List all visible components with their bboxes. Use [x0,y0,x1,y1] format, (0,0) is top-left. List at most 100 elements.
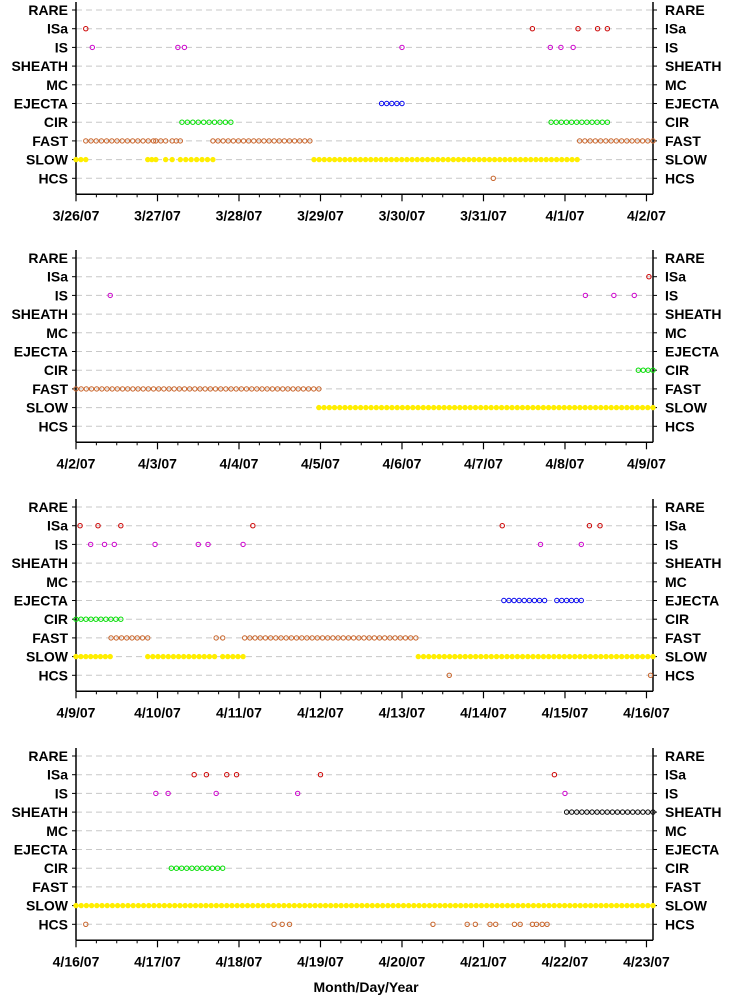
data-point-fast [73,386,79,392]
data-point-fast [291,138,298,144]
data-point-isa [594,26,601,32]
data-point-slow [92,653,99,660]
data-point-cir [190,119,196,125]
data-point-slow [378,404,385,411]
data-point-slow [83,156,89,163]
data-point-fast [316,386,322,392]
category-label-left-isa: ISa [47,21,68,37]
data-point-slow [234,902,240,909]
data-point-slow [441,653,448,660]
data-point-slow [352,156,358,163]
data-point-slow [538,156,544,163]
data-point-fast [233,386,239,392]
data-point-slow [169,156,175,163]
data-point-is [89,44,95,51]
data-point-fast [245,138,252,144]
data-point-hcs [487,921,493,927]
data-point-slow [107,653,113,660]
data-point-slow [316,404,322,411]
data-point-slow [634,404,641,411]
data-point-slow [135,902,142,909]
category-label-left-sheath: SHEATH [11,555,68,571]
data-point-fast [407,635,414,641]
data-point-cir [113,616,119,622]
data-point-slow [364,902,370,909]
data-point-fast [376,635,383,641]
x-tick-label: 3/27/07 [134,207,181,223]
data-point-slow [445,156,451,163]
x-tick-label: 4/14/07 [460,704,507,720]
data-point-slow [383,156,389,163]
data-point-slow [556,404,562,411]
data-point-sheath [589,809,595,815]
data-point-slow [296,902,303,909]
data-point-slow [488,653,495,660]
data-point-slow [478,902,485,909]
data-point-fast [264,386,270,392]
data-point-fast [78,386,84,392]
data-point-slow [172,902,178,909]
data-point-slow [450,156,457,163]
data-point-cir [650,367,656,373]
data-point-slow [639,404,646,411]
data-point-sheath [619,809,626,815]
data-point-ejecta [399,100,405,107]
data-point-isa [586,523,593,529]
data-point-fast [300,386,307,392]
data-point-fast [109,386,115,392]
data-point-slow [582,902,589,909]
data-point-fast [220,138,226,144]
data-point-fast [171,386,177,392]
data-point-cir [73,616,79,622]
data-point-slow [561,404,567,411]
category-label-left-is: IS [55,785,68,801]
data-point-ejecta [511,597,517,604]
data-point-slow [514,404,520,411]
data-point-slow [504,653,510,660]
data-point-is [195,541,201,548]
data-point-slow [634,902,641,909]
data-point-sheath [609,809,616,815]
data-point-slow [193,156,200,163]
data-point-slow [535,404,541,411]
data-point-fast [335,635,341,641]
data-point-fast [286,138,293,144]
data-point-slow [535,902,542,909]
data-point-slow [192,902,199,909]
data-point-fast [254,386,260,392]
data-point-fast [387,635,393,641]
data-point-slow [577,902,583,909]
category-label-right-is: IS [665,39,678,55]
data-point-fast [230,138,237,144]
data-point-slow [524,404,531,411]
x-tick-label: 3/31/07 [460,207,507,223]
data-point-slow [276,902,282,909]
data-point-slow [592,653,599,660]
category-label-right-isa: ISa [665,21,686,37]
data-point-fast [261,138,267,144]
data-point-slow [634,653,641,660]
data-point-slow [440,156,446,163]
data-point-slow [514,653,521,660]
x-tick-label: 4/12/07 [297,704,344,720]
data-point-slow [260,902,266,909]
data-point-slow [78,653,84,660]
data-point-isa [203,772,210,778]
data-point-slow [639,902,646,909]
data-point-slow [312,902,318,909]
data-point-sheath [614,809,621,815]
data-point-slow [504,902,511,909]
data-point-fast [285,386,291,392]
data-point-slow [512,156,518,163]
data-point-cir [228,119,234,125]
data-point-cir [209,865,216,871]
data-point-fast [304,635,310,641]
data-point-slow [446,404,453,411]
data-point-hcs [533,921,540,927]
data-point-is [562,790,568,797]
data-point-fast [257,635,263,641]
data-point-slow [337,404,343,411]
x-tick-label: 3/30/07 [379,207,426,223]
data-point-cir [98,616,104,622]
